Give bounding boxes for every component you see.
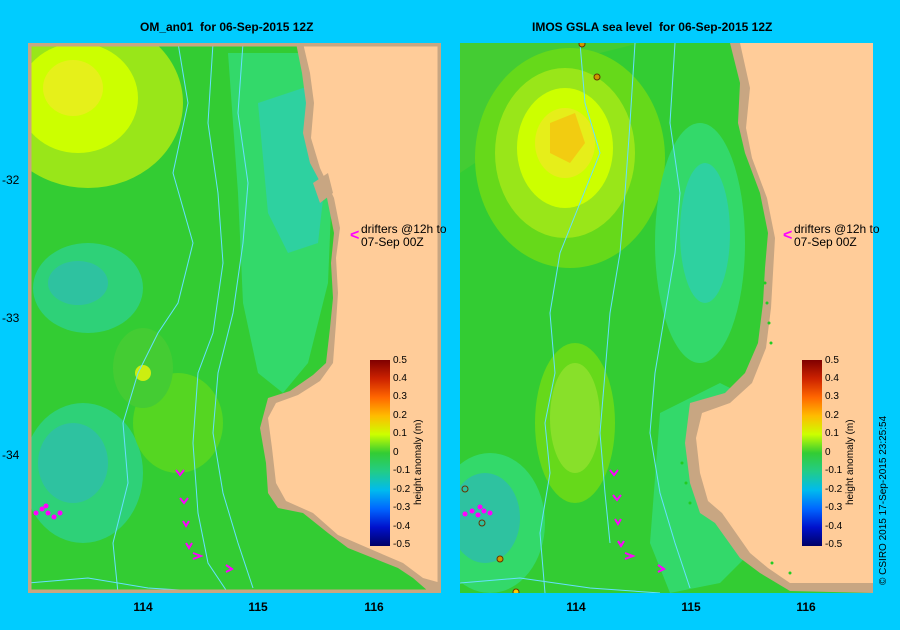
annotation-line-1: drifters @12h to: [361, 222, 447, 236]
right-map-panel: [460, 43, 873, 593]
left-panel-title: OM_an01 for 06-Sep-2015 12Z: [140, 20, 314, 34]
y-tick-label: -32: [2, 173, 20, 187]
colorbar-tick: 0.3: [393, 391, 407, 402]
colorbar-tick: 0.1: [393, 428, 407, 439]
y-tick-label: -33: [2, 311, 20, 325]
colorbar-tick: -0.5: [393, 539, 411, 550]
colorbar-tick: 0.2: [825, 410, 839, 421]
colorbar-title-left: height anomaly (m): [413, 419, 424, 505]
drifter-arrow-icon: <: [783, 227, 793, 244]
annotation-line-1: drifters @12h to: [794, 222, 880, 236]
colorbar-tick: -0.2: [825, 484, 843, 495]
x-tick-label: 114: [566, 600, 586, 614]
left-map-panel: [28, 43, 441, 593]
colorbar-tick: -0.3: [393, 502, 411, 513]
colorbar-tick: 0: [825, 447, 831, 458]
colorbar-tick: 0: [393, 447, 399, 458]
x-tick-label: 116: [364, 600, 384, 614]
colorbar-tick: 0.2: [393, 410, 407, 421]
colorbar-tick: 0.4: [393, 373, 407, 384]
right-panel-title: IMOS GSLA sea level for 06-Sep-2015 12Z: [532, 20, 773, 34]
colorbar-tick: 0.5: [393, 355, 407, 366]
colorbar-tick: 0.3: [825, 391, 839, 402]
drifter-annotation-left: drifters @12h to 07-Sep 00Z: [361, 223, 447, 249]
annotation-line-2: 07-Sep 00Z: [361, 235, 424, 249]
colorbar-tick: -0.4: [825, 521, 843, 532]
drifter-arrow-icon: <: [350, 227, 360, 244]
colorbar-tick: 0.5: [825, 355, 839, 366]
drifter-annotation-right: drifters @12h to 07-Sep 00Z: [794, 223, 880, 249]
colorbar-tick: -0.1: [393, 465, 411, 476]
x-tick-label: 115: [248, 600, 268, 614]
x-tick-label: 114: [133, 600, 153, 614]
colorbar-right: [802, 360, 822, 546]
colorbar-tick: -0.5: [825, 539, 843, 550]
colorbar-tick: -0.1: [825, 465, 843, 476]
colorbar-tick: -0.3: [825, 502, 843, 513]
colorbar-left: [370, 360, 390, 546]
colorbar-tick: 0.1: [825, 428, 839, 439]
colorbar-tick: -0.2: [393, 484, 411, 495]
left-map-canvas: [28, 43, 441, 593]
x-tick-label: 116: [796, 600, 816, 614]
right-map-canvas: [460, 43, 873, 593]
x-tick-label: 115: [681, 600, 701, 614]
colorbar-tick: -0.4: [393, 521, 411, 532]
copyright-credit: © CSIRO 2015 17-Sep-2015 23:25:54: [878, 415, 889, 585]
colorbar-title-right: height anomaly (m): [845, 419, 856, 505]
annotation-line-2: 07-Sep 00Z: [794, 235, 857, 249]
colorbar-tick: 0.4: [825, 373, 839, 384]
y-tick-label: -34: [2, 448, 20, 462]
